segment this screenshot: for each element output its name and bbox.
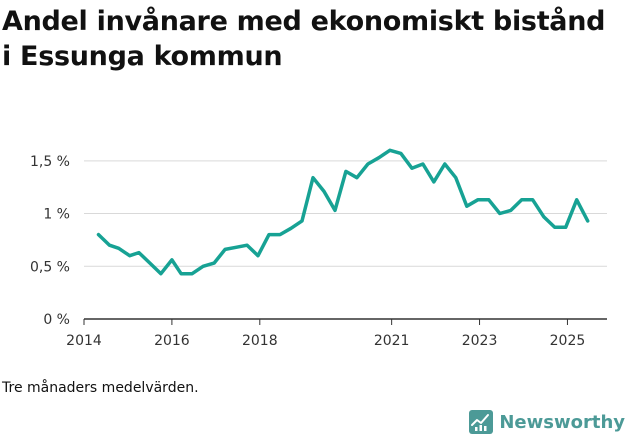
series-line bbox=[96, 148, 590, 276]
data-point bbox=[575, 198, 578, 202]
data-point bbox=[355, 176, 359, 179]
data-point bbox=[564, 226, 567, 229]
data-point bbox=[333, 209, 337, 212]
y-tick-label: 0 % bbox=[43, 312, 70, 328]
x-axis-ticks: 2014 2016 2018 2021 2023 2025 bbox=[66, 319, 585, 349]
series-layer bbox=[96, 148, 590, 276]
brand-logo: Newsworthy bbox=[469, 410, 625, 434]
data-point bbox=[128, 254, 131, 257]
data-point bbox=[377, 156, 381, 159]
chart-title: Andel invånare med ekonomiskt bistånd i … bbox=[2, 6, 606, 72]
data-point bbox=[170, 258, 174, 262]
data-point bbox=[421, 162, 425, 166]
data-point bbox=[509, 209, 512, 212]
data-point bbox=[234, 246, 238, 249]
data-point bbox=[117, 247, 120, 250]
data-point bbox=[300, 219, 304, 223]
data-point bbox=[322, 190, 326, 193]
data-point bbox=[159, 272, 163, 275]
data-point bbox=[148, 261, 152, 265]
data-point bbox=[542, 215, 545, 218]
data-point bbox=[256, 254, 260, 257]
data-point bbox=[245, 243, 249, 247]
data-point bbox=[212, 261, 216, 265]
data-point bbox=[410, 167, 414, 170]
data-point bbox=[487, 198, 490, 202]
x-tick-label: 2021 bbox=[374, 333, 410, 349]
data-point bbox=[443, 162, 447, 166]
footnote: Tre månaders medelvärden. bbox=[2, 380, 199, 396]
x-tick-label: 2014 bbox=[66, 333, 102, 349]
data-point bbox=[553, 226, 556, 229]
y-tick-label: 0,5 % bbox=[30, 259, 70, 275]
data-point bbox=[399, 152, 403, 155]
data-point bbox=[465, 204, 469, 208]
data-point bbox=[278, 233, 282, 236]
y-axis-ticks: 0 % 0,5 % 1 % 1,5 % bbox=[30, 154, 70, 328]
data-point bbox=[476, 198, 479, 202]
data-point bbox=[137, 251, 141, 254]
data-point bbox=[289, 227, 293, 230]
data-point bbox=[498, 212, 501, 215]
data-point bbox=[190, 272, 194, 275]
x-tick-label: 2025 bbox=[550, 333, 586, 349]
newsworthy-icon bbox=[469, 410, 494, 434]
data-point bbox=[201, 265, 205, 268]
data-point bbox=[388, 149, 392, 152]
data-point bbox=[311, 176, 315, 179]
data-point bbox=[531, 198, 534, 202]
x-tick-label: 2016 bbox=[154, 333, 190, 349]
data-point bbox=[344, 170, 348, 173]
data-point bbox=[223, 248, 227, 251]
y-tick-label: 1 % bbox=[43, 207, 70, 223]
data-point bbox=[366, 162, 370, 166]
y-tick-label: 1,5 % bbox=[30, 154, 70, 170]
data-point bbox=[179, 272, 183, 275]
data-point bbox=[432, 180, 436, 184]
data-point bbox=[108, 243, 111, 247]
gridlines bbox=[84, 160, 607, 320]
brand-name: Newsworthy bbox=[499, 411, 625, 433]
x-tick-label: 2023 bbox=[462, 333, 498, 349]
data-point bbox=[267, 233, 271, 236]
data-point bbox=[97, 233, 100, 236]
data-point bbox=[520, 198, 523, 202]
data-point bbox=[454, 176, 458, 179]
x-tick-label: 2018 bbox=[242, 333, 278, 349]
data-point bbox=[586, 219, 589, 223]
